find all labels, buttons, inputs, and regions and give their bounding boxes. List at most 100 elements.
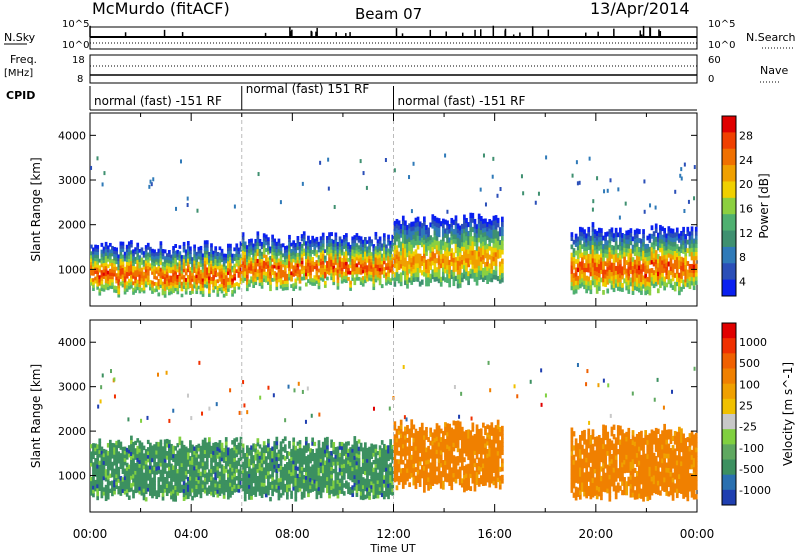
heatmap-cell [391,241,395,246]
heatmap-cell [460,232,464,238]
cpid-label: CPID [6,89,35,102]
heatmap-cell [420,227,424,234]
heatmap-cell [111,469,114,474]
heatmap-cell [425,264,428,270]
heatmap-cell [178,460,182,466]
heatmap-cell [374,271,378,276]
heatmap-cell [241,443,245,448]
heatmap-cell [570,265,574,270]
heatmap-cell [633,268,637,274]
heatmap-cell [178,257,182,261]
heatmap-cell [262,240,266,245]
heatmap-cell [456,283,460,289]
heatmap-cell [309,466,312,471]
heatmap-cell [290,274,293,279]
heatmap-cell [170,475,173,480]
heatmap-cell [492,260,496,266]
heatmap-cell [572,281,576,287]
heatmap-cell [292,437,296,442]
heatmap-cell [294,465,298,471]
heatmap-cell [300,480,304,486]
heatmap-cell [614,257,618,263]
sparse-echo [687,199,690,204]
heatmap-cell [328,490,331,495]
heatmap-cell [441,240,445,246]
sparse-echo [444,153,447,158]
heatmap-cell [199,471,203,476]
heatmap-cell [294,272,298,276]
heatmap-cell [345,457,348,462]
heatmap-cell [210,253,213,258]
heatmap-cell [176,480,180,485]
heatmap-cell [652,248,656,254]
heatmap-cell [140,267,144,272]
heatmap-cell [644,243,648,249]
heatmap-cell [427,263,430,269]
heatmap-cell [102,487,106,492]
heatmap-cell [460,277,464,283]
heatmap-cell [218,479,222,485]
heatmap-cell [174,453,178,459]
heatmap-cell [351,452,355,457]
heatmap-cell [294,496,298,502]
heatmap-cell [608,246,612,253]
heatmap-cell [608,242,612,248]
heatmap-cell [456,237,460,243]
sparse-echo [654,205,657,210]
heatmap-cell [492,269,496,275]
heatmap-cell [296,488,300,493]
heatmap-cell [395,262,399,268]
heatmap-cell [446,247,449,253]
heatmap-cell [275,476,279,481]
heatmap-cell [395,227,399,233]
heatmap-cell [458,278,462,284]
heatmap-cell [100,453,104,459]
heatmap-cell [336,248,340,253]
heatmap-cell [142,484,146,489]
heatmap-cell [420,279,424,285]
heatmap-cell [222,253,226,258]
heatmap-cell [151,469,154,475]
heatmap-cell [296,276,300,281]
heatmap-cell [332,255,336,260]
heatmap-cell [130,260,133,265]
heatmap-cell [604,248,607,254]
heatmap-cell [260,447,264,452]
heatmap-cell [454,266,458,272]
heatmap-cell [576,249,580,255]
heatmap-cell [96,282,100,287]
heatmap-cell [663,241,666,247]
heatmap-cell [212,450,215,455]
heatmap-cell [604,282,607,287]
heatmap-cell [273,468,277,473]
heatmap-cell [182,468,186,474]
heatmap-cell [123,281,127,286]
heatmap-cell [212,442,215,448]
heatmap-cell [635,277,639,283]
heatmap-cell [644,277,648,283]
heatmap-cell [326,448,329,454]
heatmap-cell [163,286,167,291]
heatmap-cell [401,242,405,248]
heatmap-cell [300,466,304,471]
heatmap-cell [130,264,133,269]
heatmap-cell [334,232,338,237]
heatmap-cell [224,289,228,293]
heatmap-cell [368,249,371,253]
heatmap-cell [159,277,163,282]
heatmap-cell [309,448,312,453]
heatmap-cell [304,471,308,476]
heatmap-cell [237,484,241,489]
heatmap-cell [355,448,359,454]
heatmap-cell [357,468,361,473]
heatmap-cell [300,250,304,255]
heatmap-cell [134,260,137,264]
heatmap-cell [684,234,688,239]
sparse-echo [496,193,499,198]
heatmap-cell [319,479,323,484]
heatmap-cell [159,450,163,456]
heatmap-cell [370,443,374,448]
heatmap-cell [338,273,342,278]
heatmap-cell [210,460,213,466]
heatmap-cell [460,241,464,247]
